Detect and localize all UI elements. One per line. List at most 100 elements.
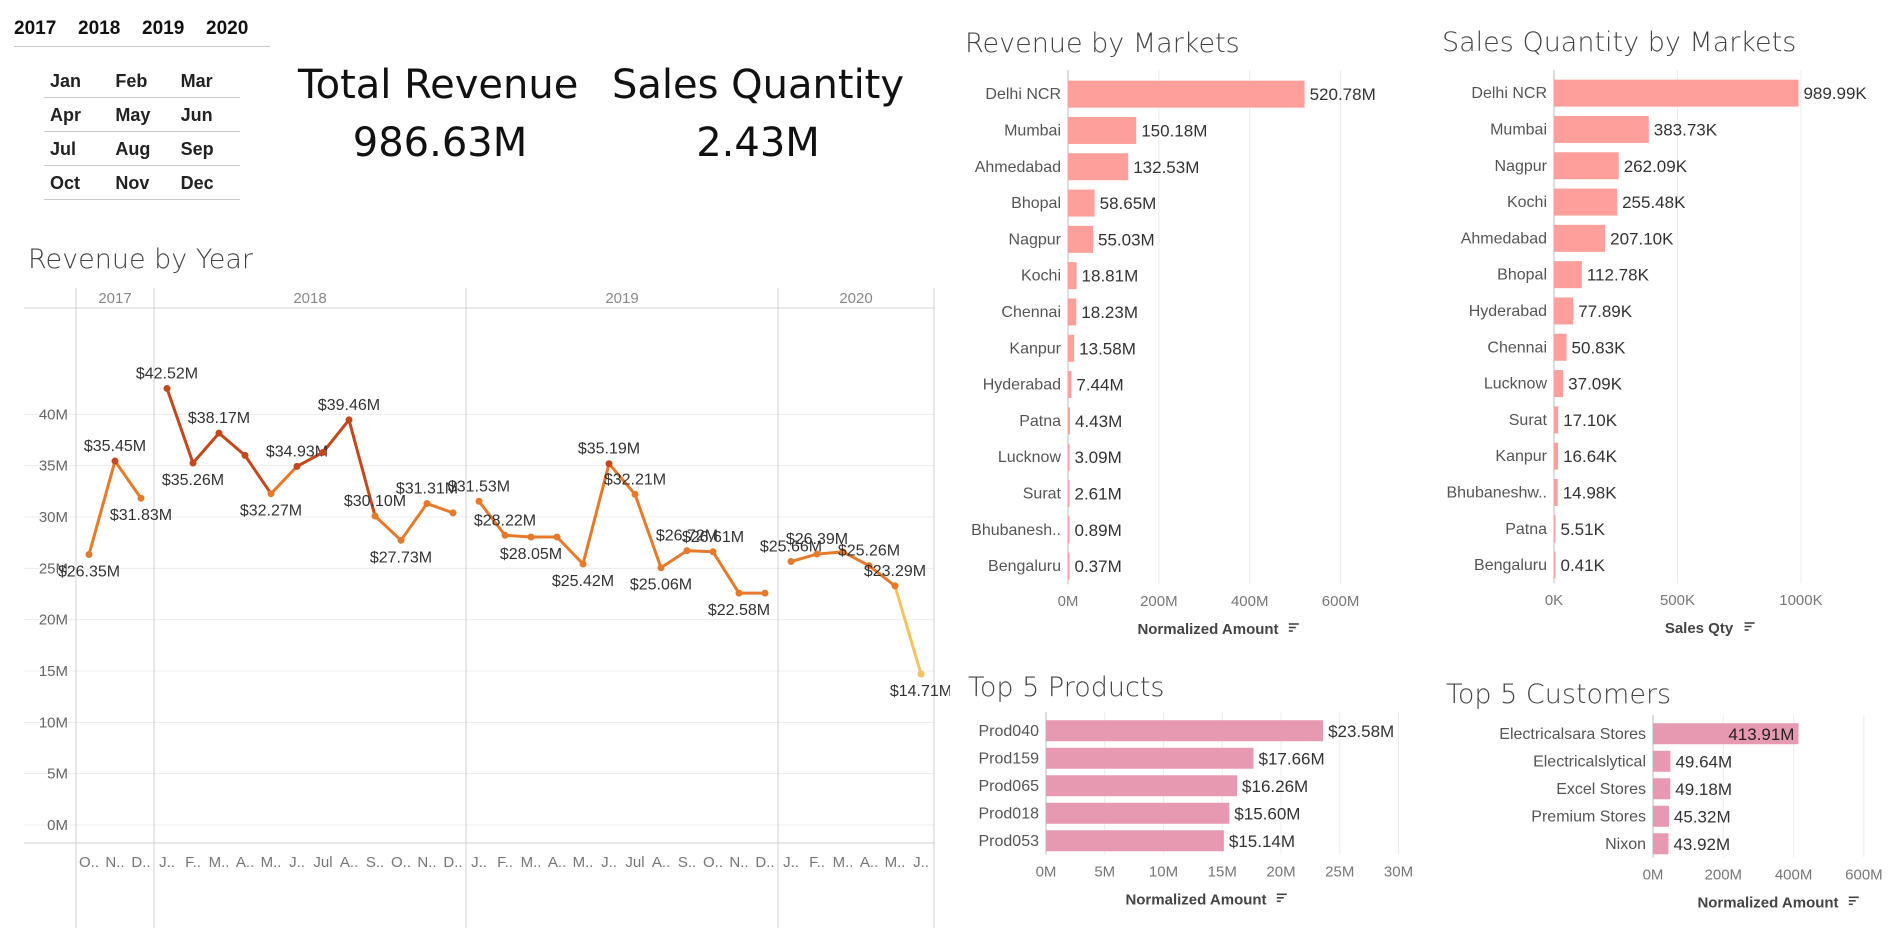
category-label: Premium Stores <box>1531 808 1646 825</box>
data-point <box>137 494 145 502</box>
month-tick-label: A.. <box>548 854 566 871</box>
data-label: $26.35M <box>58 563 120 580</box>
month-filter-jul[interactable]: Jul <box>50 139 77 159</box>
data-label: $26.61M <box>682 529 744 546</box>
bar <box>1554 261 1582 289</box>
data-point <box>319 448 327 456</box>
data-label: $23.29M <box>864 563 926 580</box>
year-filter-2017[interactable]: 2017 <box>14 18 57 39</box>
month-tick-label: N.. <box>105 854 124 871</box>
series-line-segment <box>399 502 429 542</box>
year-filter-2020[interactable]: 2020 <box>206 18 249 39</box>
category-label: Hyderabad <box>1469 303 1547 320</box>
series-line-segment <box>633 492 663 570</box>
category-label: Patna <box>1019 413 1061 430</box>
month-tick-label: A.. <box>860 854 878 871</box>
data-point <box>553 533 561 541</box>
data-label: $14.71M <box>890 683 950 700</box>
revenue-by-year-title: Revenue by Year <box>28 244 254 275</box>
data-label: $35.19M <box>578 441 640 458</box>
revenue-by-year-chart: 0M 5M 10M 15M 20M 25M 30M 35M 40M 2017 O.. N.. D.. 20… <box>24 288 950 928</box>
category-label: Kochi <box>1507 194 1547 211</box>
category-label: Lucknow <box>1484 376 1548 393</box>
year-filter-2019[interactable]: 2019 <box>142 18 185 39</box>
series-line-segment <box>815 550 845 556</box>
month-filter-sep[interactable]: Sep <box>180 139 214 159</box>
year-filter-2018[interactable]: 2018 <box>78 18 121 39</box>
data-point <box>813 550 821 558</box>
month-tick-label: D.. <box>755 854 774 871</box>
series-line-segment <box>373 514 403 542</box>
x-axis-title: Normalized Amount <box>1137 621 1278 638</box>
month-tick-label: M.. <box>885 854 906 871</box>
revenue-by-markets-plot: 0M 200M 400M 600M Delhi NCR 520.78M Mumbai 150.… <box>971 70 1376 638</box>
month-filter-apr[interactable]: Apr <box>50 105 81 125</box>
bar <box>1046 775 1238 797</box>
month-filter-oct[interactable]: Oct <box>50 173 81 193</box>
category-label: Mumbai <box>1490 121 1547 138</box>
bar <box>1554 442 1559 470</box>
bar <box>1554 333 1567 361</box>
series-line-segment <box>87 459 117 556</box>
bar <box>1554 224 1606 252</box>
bar <box>1068 80 1305 108</box>
month-tick-label: M.. <box>521 854 542 871</box>
month-tick-label: J.. <box>471 854 487 871</box>
month-tick-label: S.. <box>678 854 696 871</box>
data-label: 45.32M <box>1674 807 1731 826</box>
month-filter-mar[interactable]: Mar <box>180 71 213 91</box>
data-label: 989.99K <box>1803 84 1867 103</box>
x-tick-label: 400M <box>1775 867 1813 884</box>
y-tick-label: 35M <box>39 458 68 475</box>
data-label: 17.10K <box>1563 411 1618 430</box>
data-point <box>163 384 171 392</box>
y-tick-label: 40M <box>39 406 68 423</box>
x-axis-title: Normalized Amount <box>1125 892 1266 909</box>
bar <box>1068 189 1095 217</box>
bar <box>1068 371 1072 399</box>
category-label: Electricalslytical <box>1533 753 1646 770</box>
y-tick-label: 25M <box>39 560 68 577</box>
data-label: 55.03M <box>1098 230 1155 249</box>
data-point <box>397 536 405 544</box>
bar <box>1046 830 1224 852</box>
year-filter: 2017 2018 2019 2020 <box>14 18 270 47</box>
category-label: Bengaluru <box>988 558 1061 575</box>
bar <box>1068 552 1070 580</box>
month-filter-aug[interactable]: Aug <box>115 139 151 159</box>
x-tick-label: 30M <box>1384 864 1413 881</box>
month-filter-feb[interactable]: Feb <box>115 71 148 91</box>
data-point <box>293 462 301 470</box>
series-line-segment <box>243 453 273 496</box>
category-label: Bhopal <box>1011 195 1061 212</box>
data-label: $25.26M <box>838 543 900 560</box>
data-label: 0.37M <box>1075 557 1122 576</box>
month-tick-label: J.. <box>783 854 799 871</box>
revenue-by-markets-chart: 0M 200M 400M 600M Delhi NCR 520.78M Mumbai 150.… <box>971 70 1376 638</box>
y-tick-label: 5M <box>47 766 68 783</box>
series-line-segment <box>841 550 871 568</box>
data-point <box>917 670 925 678</box>
month-filter-nov[interactable]: Nov <box>115 173 150 193</box>
series-line-segment <box>191 431 221 465</box>
month-tick-label: F.. <box>185 854 201 871</box>
series-line-segment <box>867 564 897 588</box>
bar <box>1554 370 1564 398</box>
month-filter-dec[interactable]: Dec <box>180 173 214 193</box>
y-tick-label: 10M <box>39 714 68 731</box>
month-filter-may[interactable]: May <box>115 105 151 125</box>
category-label: Kanpur <box>1495 448 1547 465</box>
series-line-segment <box>581 462 611 566</box>
category-label: Nagpur <box>1009 231 1062 248</box>
month-tick-label: M.. <box>833 854 854 871</box>
x-tick-label: 500K <box>1660 592 1695 609</box>
month-filter-jan[interactable]: Jan <box>50 71 82 91</box>
data-point <box>189 459 197 467</box>
x-tick-label: 1000K <box>1779 592 1822 609</box>
data-label: 14.98K <box>1563 483 1618 502</box>
x-tick-label: 200M <box>1705 867 1743 884</box>
bar <box>1046 720 1324 742</box>
bar <box>1068 407 1071 435</box>
month-filter-jun[interactable]: Jun <box>180 105 213 125</box>
data-label: 132.53M <box>1133 158 1199 177</box>
